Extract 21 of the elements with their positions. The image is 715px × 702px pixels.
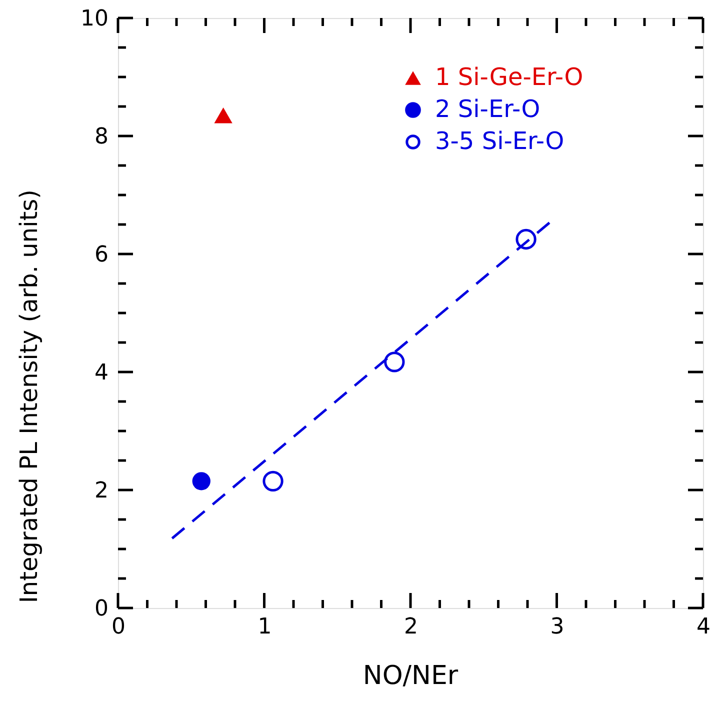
- x-axis-title: NO/NEr: [362, 661, 458, 691]
- legend-label: 1 Si-Ge-Er-O: [435, 63, 584, 91]
- point: [262, 470, 284, 492]
- point: [192, 472, 210, 490]
- x-tick-label: 3: [550, 614, 564, 640]
- legend-label: 2 Si-Er-O: [435, 95, 540, 123]
- x-tick-label: 4: [696, 614, 710, 640]
- point: [516, 228, 536, 250]
- y-tick-label: 10: [80, 6, 108, 32]
- y-tick-label: 2: [94, 478, 108, 504]
- x-tick-label: 0: [112, 614, 126, 640]
- y-axis-title: Integrated PL Intensity (arb. units): [15, 189, 43, 604]
- point: [214, 107, 232, 124]
- point: [384, 352, 405, 372]
- y-tick-label: 0: [94, 596, 108, 622]
- x-tick-label: 1: [258, 614, 272, 640]
- legend-label: 3-5 Si-Er-O: [435, 127, 564, 155]
- x-tick-label: 2: [404, 614, 418, 640]
- y-tick-label: 4: [94, 360, 108, 386]
- y-tick-label: 6: [94, 242, 108, 268]
- y-tick-label: 8: [94, 124, 108, 150]
